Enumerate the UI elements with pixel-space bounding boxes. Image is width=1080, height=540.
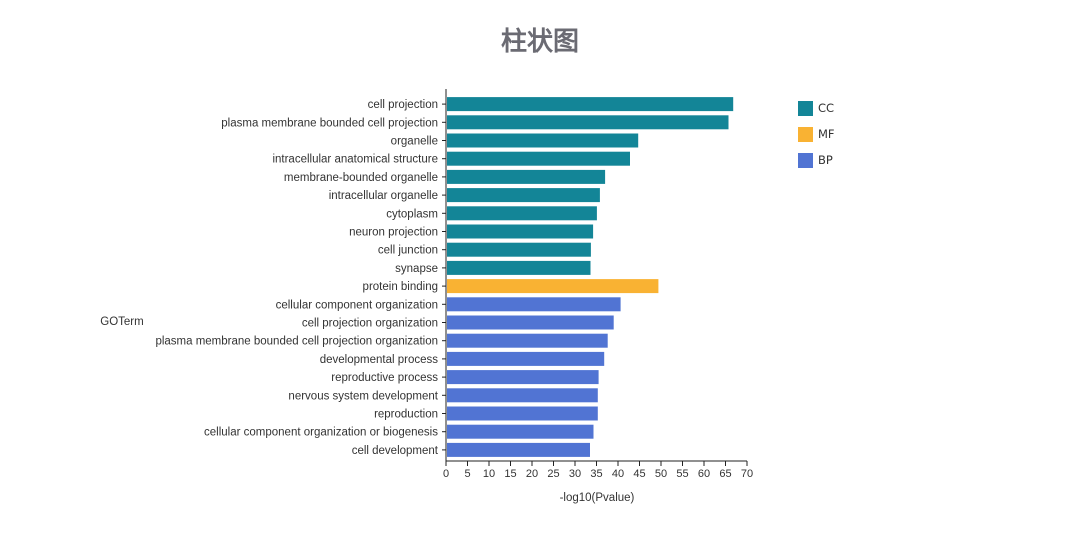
x-tick-label: 40 [612,468,624,480]
bar [447,315,614,330]
legend: CC MF BP [798,101,835,168]
x-tick-label: 50 [655,468,667,480]
category-label: protein binding [363,281,438,293]
category-label: cell development [352,445,439,457]
chart-title: 柱状图 [501,27,579,57]
legend-swatch [798,127,813,142]
bar [447,206,597,221]
x-tick-label: 60 [698,468,710,480]
x-tick-label: 0 [443,468,449,480]
bar [447,188,600,203]
category-label: cell junction [378,245,438,257]
bars-group [447,97,734,457]
x-tick-label: 5 [464,468,470,480]
category-label: plasma membrane bounded cell projection [221,117,438,129]
bar [447,297,621,312]
category-label: developmental process [320,354,439,366]
bar [447,351,605,366]
category-label: neuron projection [349,227,438,239]
category-label: reproduction [374,409,438,421]
x-axis-title: -log10(Pvalue) [560,492,635,504]
category-labels: cell projection plasma membrane bounded c… [155,99,446,457]
category-label: intracellular anatomical structure [272,154,438,166]
y-axis-title: GOTerm [100,316,143,328]
category-label: membrane-bounded organelle [284,172,438,184]
category-label: organelle [391,136,438,148]
bar [447,442,590,457]
category-label: plasma membrane bounded cell projection … [155,336,438,348]
x-tick-label: 35 [590,468,602,480]
x-tick-label: 70 [741,468,753,480]
category-label: cellular component organization or bioge… [204,427,438,439]
legend-swatch [798,101,813,116]
x-axis-ticks: 0 5 10 15 20 25 30 35 40 45 50 55 60 65 70 [443,461,753,480]
category-label: cell projection [368,99,438,111]
x-tick-label: 10 [483,468,495,480]
legend-label: BP [818,153,833,167]
legend-label: MF [818,127,835,141]
x-tick-label: 65 [719,468,731,480]
bar [447,424,594,439]
category-label: cell projection organization [302,318,438,330]
x-tick-label: 45 [633,468,645,480]
legend-swatch [798,153,813,168]
bar [447,151,630,166]
bar [447,333,608,348]
x-tick-label: 25 [547,468,559,480]
bar [447,370,599,385]
bar [447,279,659,294]
bar [447,133,639,148]
bar [447,260,591,275]
legend-label: CC [818,101,834,115]
x-tick-label: 30 [569,468,581,480]
bar [447,97,734,112]
category-label: nervous system development [288,390,438,402]
x-tick-label: 20 [526,468,538,480]
bar [447,406,598,421]
bar [447,115,729,130]
category-label: cellular component organization [276,299,438,311]
bar [447,169,606,184]
x-tick-label: 15 [504,468,516,480]
category-label: intracellular organelle [329,190,438,202]
bar [447,242,591,257]
x-tick-label: 55 [676,468,688,480]
bar [447,388,598,403]
bar [447,224,594,239]
category-label: synapse [395,263,438,275]
category-label: cytoplasm [386,208,438,220]
category-label: reproductive process [331,372,438,384]
